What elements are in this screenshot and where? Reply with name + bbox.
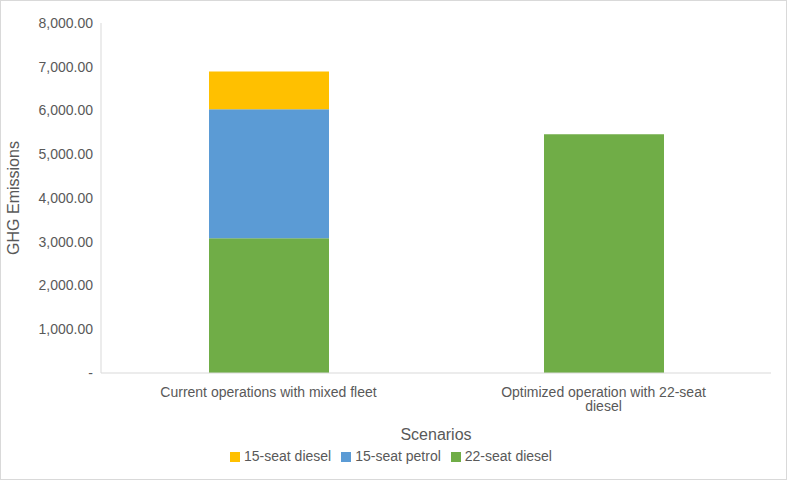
html-text:15-seat diesel: 15-seat diesel	[244, 448, 332, 464]
html-text:15-seat petrol: 15-seat petrol	[355, 448, 441, 464]
svg-text:-: -	[88, 365, 93, 381]
svg-text:2,000.00: 2,000.00	[39, 277, 94, 293]
svg-text:8,000.00: 8,000.00	[39, 15, 94, 31]
svg-text:4,000.00: 4,000.00	[39, 190, 94, 206]
svg-text:6,000.00: 6,000.00	[39, 102, 94, 118]
svg-text:GHG Emissions: GHG Emissions	[8, 141, 22, 255]
svg-text:Optimized operation with 22-se: Optimized operation with 22-seatdiesel	[501, 384, 706, 414]
svg-text:Scenarios: Scenarios	[400, 426, 471, 443]
html-text:22-seat diesel: 22-seat diesel	[464, 448, 552, 464]
svg-text:5,000.00: 5,000.00	[39, 146, 94, 162]
svg-text:Current operations with mixed: Current operations with mixed fleet	[160, 384, 376, 400]
svg-text:7,000.00: 7,000.00	[39, 59, 94, 75]
svg-text:1,000.00: 1,000.00	[39, 321, 94, 337]
svg-text:3,000.00: 3,000.00	[39, 234, 94, 250]
